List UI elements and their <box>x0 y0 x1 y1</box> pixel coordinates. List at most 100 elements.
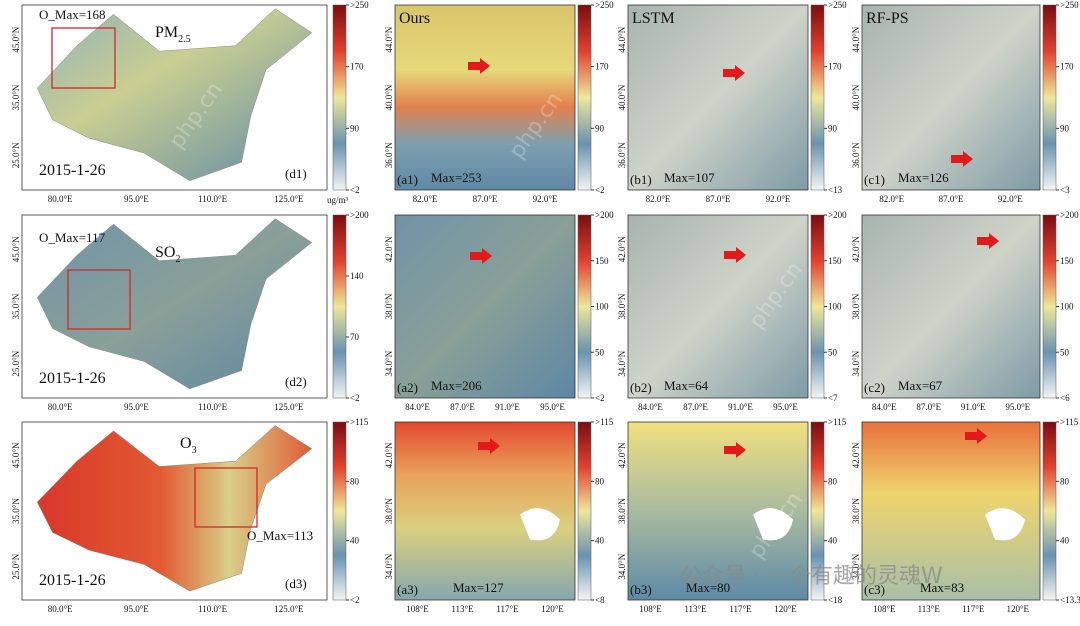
observed-max: O_Max=117 <box>39 230 106 245</box>
model-map <box>395 5 575 190</box>
longitude-label: 84.0°E <box>638 402 663 412</box>
longitude-label: 113°E <box>684 604 707 614</box>
colorbar-tick-label: >250 <box>595 0 614 10</box>
plot-frame <box>861 4 1041 191</box>
colorbar-tick-label: 50 <box>828 347 838 357</box>
colorbar-tick-label: 90 <box>1060 123 1070 133</box>
latitude-label: 44.0°N <box>617 26 627 52</box>
longitude-label: 95.0°E <box>124 402 149 412</box>
colorbar-tick-label: <6 <box>1060 393 1070 403</box>
plot-frame <box>394 214 576 399</box>
colorbar-tick-label: 100 <box>1060 302 1074 312</box>
china-panel-label: (d2) <box>285 374 307 389</box>
panel-max: Max=126 <box>898 170 949 185</box>
red-arrow <box>724 442 746 458</box>
longitude-label: 125.0°E <box>274 402 304 412</box>
colorbar-tick-label: >250 <box>828 0 847 10</box>
colorbar <box>1042 421 1057 601</box>
colorbar-tick-label: >200 <box>828 210 847 220</box>
colorbar-tick-label: <2 <box>350 393 360 403</box>
colorbar-tick-label: 170 <box>350 62 364 72</box>
longitude-label: 82.0°E <box>879 194 904 204</box>
plot-frame <box>394 4 576 191</box>
colorbar <box>332 214 347 399</box>
latitude-label: 42.0°N <box>851 236 861 262</box>
colorbar-tick-label: 170 <box>1060 62 1074 72</box>
latitude-label: 34.0°N <box>617 553 627 579</box>
latitude-label: 40.0°N <box>617 84 627 110</box>
colorbar-tick-label: >250 <box>1060 0 1079 10</box>
latitude-label: 40.0°N <box>851 84 861 110</box>
latitude-label: 35.0°N <box>11 498 21 524</box>
colorbar-tick-label: >200 <box>350 210 369 220</box>
colorbar-tick-label: 40 <box>1060 536 1070 546</box>
longitude-label: 80.0°E <box>48 402 73 412</box>
panel-label: (b2) <box>630 380 652 395</box>
longitude-label: 84.0°E <box>872 402 897 412</box>
latitude-label: 36.0°N <box>617 142 627 168</box>
colorbar-tick-label: 90 <box>350 123 360 133</box>
colorbar-tick-label: >115 <box>350 417 369 427</box>
longitude-label: 117°E <box>729 604 752 614</box>
model-map <box>395 215 575 398</box>
latitude-label: 36.0°N <box>384 142 394 168</box>
colorbar-tick-label: 80 <box>350 476 360 486</box>
colorbar-tick-label: 170 <box>595 62 609 72</box>
colorbar <box>810 214 825 399</box>
colorbar-tick-label: >200 <box>595 210 614 220</box>
pollutant-label: PM2.5 <box>155 24 191 45</box>
latitude-label: 35.0°N <box>11 84 21 110</box>
pollutant-name: O <box>180 435 192 452</box>
colorbar <box>577 421 592 601</box>
plot-frame <box>627 421 809 601</box>
panel-label: (a2) <box>397 380 418 395</box>
latitude-label: 45.0°N <box>11 26 21 52</box>
pollutant-name: SO <box>155 244 175 261</box>
longitude-label: 110.0°E <box>198 402 228 412</box>
longitude-label: 120°E <box>541 604 564 614</box>
colorbar <box>332 421 347 601</box>
colorbar-tick-label: 140 <box>350 271 364 281</box>
longitude-label: 87.0°E <box>706 194 731 204</box>
longitude-label: 91.0°E <box>961 402 986 412</box>
longitude-label: 91.0°E <box>495 402 520 412</box>
plot-frame <box>861 214 1041 399</box>
latitude-label: 40.0°N <box>384 84 394 110</box>
red-arrow <box>478 438 500 454</box>
colorbar-tick-label: 100 <box>595 302 609 312</box>
colorbar-tick-label: 80 <box>1060 476 1070 486</box>
latitude-label: 35.0°N <box>11 293 21 319</box>
red-arrow <box>723 65 745 81</box>
model-title: LSTM <box>632 10 675 27</box>
latitude-label: 25.0°N <box>11 350 21 376</box>
colorbar-tick-label: 40 <box>350 536 360 546</box>
observed-max: O_Max=113 <box>247 528 313 543</box>
red-arrow <box>951 151 973 167</box>
wechat-watermark: 公众号 · 一个有趣的灵魂W <box>680 564 943 589</box>
longitude-label: 120°E <box>774 604 797 614</box>
colorbar-tick-label: 50 <box>595 347 605 357</box>
panel-max: Max=127 <box>453 580 504 595</box>
latitude-label: 34.0°N <box>617 350 627 376</box>
latitude-label: 42.0°N <box>851 442 861 468</box>
panel-max: Max=206 <box>431 378 482 393</box>
colorbar-tick-label: 170 <box>828 62 842 72</box>
china-panel-label: (d3) <box>285 576 307 591</box>
latitude-label: 44.0°N <box>384 26 394 52</box>
study-area-box <box>67 269 131 330</box>
colorbar-tick-label: <2 <box>595 393 605 403</box>
colorbar-tick-label: 90 <box>828 123 838 133</box>
latitude-label: 38.0°N <box>851 498 861 524</box>
colorbar-tick-label: <13.3 <box>1060 595 1080 605</box>
plot-frame <box>21 4 328 191</box>
longitude-label: 95.0°E <box>773 402 798 412</box>
longitude-label: 82.0°E <box>413 194 438 204</box>
plot-frame <box>861 421 1041 601</box>
date-label: 2015-1-26 <box>39 370 106 387</box>
longitude-label: 92.0°E <box>998 194 1023 204</box>
model-title: RF-PS <box>866 10 909 27</box>
longitude-label: 117°E <box>496 604 519 614</box>
latitude-label: 45.0°N <box>11 236 21 262</box>
panel-label: (b3) <box>630 582 652 597</box>
panel-label: (a3) <box>397 582 418 597</box>
